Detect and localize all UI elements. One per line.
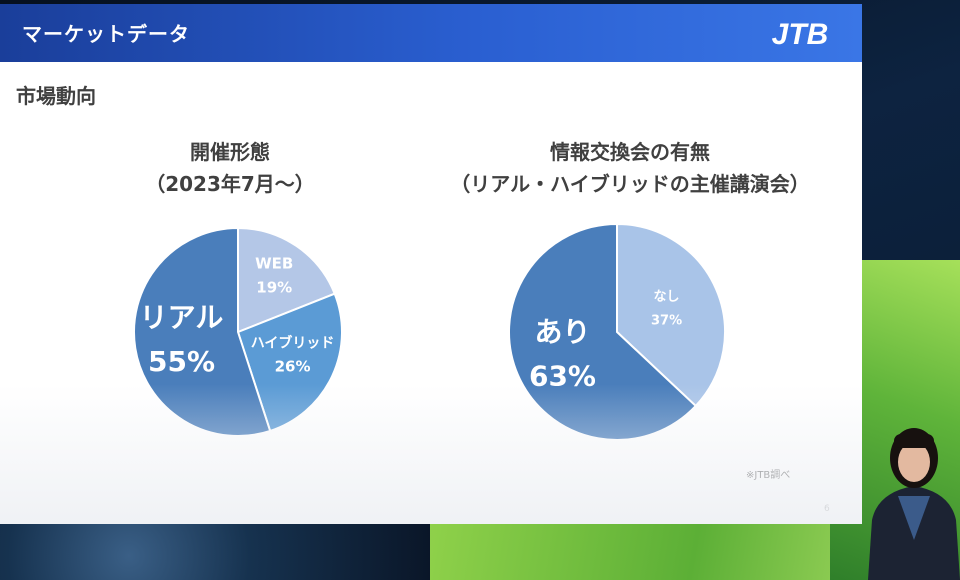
page-number: 6: [824, 504, 830, 514]
presenter-video: [868, 428, 960, 580]
left-pie-slice-0: [237, 226, 336, 334]
jtb-logo-text: JTB: [772, 18, 829, 51]
source-note: ※JTB調べ: [746, 470, 791, 481]
right-pie-label-1-value: 63%: [529, 360, 596, 393]
right-chart-title: 情報交換会の有無 （リアル・ハイブリッドの主催講演会）: [440, 136, 820, 200]
right-chart-title-line1: 情報交換会の有無: [550, 140, 710, 164]
right-pie-label-0-value: 37%: [651, 314, 682, 329]
left-pie-label-0-value: 19%: [256, 279, 292, 297]
left-chart-title: 開催形態 （2023年7月～）: [100, 136, 360, 200]
left-pie-label-1-value: 26%: [275, 358, 311, 376]
right-pie-slice-1: [508, 222, 698, 441]
left-pie-label-0-name: WEB: [255, 255, 293, 273]
slide-subtitle: 市場動向: [16, 84, 96, 108]
left-chart-title-line2: （2023年7月～）: [145, 172, 315, 196]
background-bottom-left: [0, 520, 430, 580]
slide: マーケットデータ JTB 市場動向 開催形態 （2023年7月～） 情報交換会の…: [0, 4, 862, 524]
pie-charts: WEB 19% ハイブリッド 26% リアル 55% なし 37% あり 63%: [133, 222, 726, 441]
right-pie-label-0-name: なし: [654, 290, 680, 305]
right-pie-label-1-name: あり: [534, 316, 590, 349]
left-pie-label-2-name: リアル: [140, 301, 224, 334]
jtb-logo: JTB: [772, 18, 829, 51]
left-pie-label-2-value: 55%: [148, 345, 215, 378]
left-chart-title-line1: 開催形態: [190, 140, 270, 164]
left-pie-slice-2: [133, 226, 272, 437]
slide-header: マーケットデータ JTB: [0, 4, 862, 62]
left-pie-label-1-name: ハイブリッド: [251, 335, 335, 352]
left-pie-slice-1: [236, 292, 343, 433]
header-title: マーケットデータ: [22, 22, 190, 46]
right-chart-title-line2: （リアル・ハイブリッドの主催講演会）: [450, 172, 810, 196]
right-pie-slice-0: [616, 222, 726, 408]
